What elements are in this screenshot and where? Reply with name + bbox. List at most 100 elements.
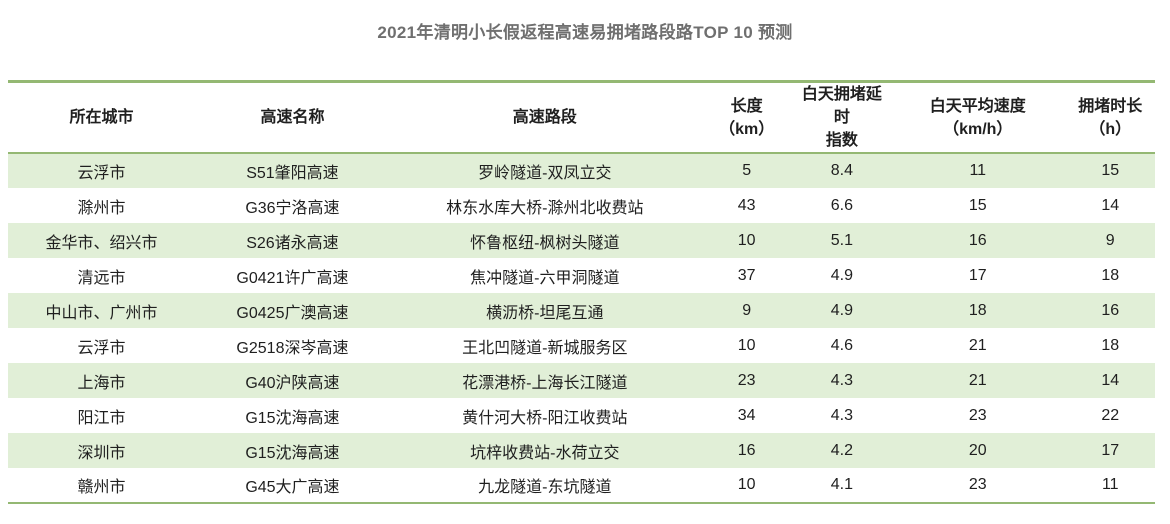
column-header-delay_index-line1: 白天拥堵延时 bbox=[801, 86, 882, 126]
cell-highway: G2518深岑高速 bbox=[194, 328, 390, 363]
cell-jam_hours: 17 bbox=[1065, 433, 1155, 468]
cell-length_km: 37 bbox=[699, 258, 794, 293]
table-row-6: 云浮市 G2518深岑高速 王北凹隧道-新城服务区 10 4.6 21 18 bbox=[8, 328, 1155, 363]
cell-highway: G0425广澳高速 bbox=[194, 293, 390, 328]
cell-delay_index: 4.9 bbox=[793, 293, 891, 328]
cell-delay_index: 4.2 bbox=[793, 433, 891, 468]
cell-city: 金华市、绍兴市 bbox=[8, 223, 195, 258]
cell-avg_speed: 15 bbox=[890, 188, 1066, 223]
cell-length_km: 10 bbox=[699, 223, 794, 258]
cell-section: 九龙隧道-东坑隧道 bbox=[389, 468, 700, 503]
column-header-jam_hours-line1: 拥堵时长 bbox=[1078, 97, 1143, 115]
congestion-table-wrap: 所在城市 高速名称 高速路段 长度 （km） 白天拥堵延时指数 白天平均速度 （km/h） 拥堵… bbox=[8, 80, 1163, 504]
cell-section: 花漂港桥-上海长江隧道 bbox=[389, 363, 700, 398]
cell-length_km: 9 bbox=[699, 293, 794, 328]
column-header-section: 高速路段 bbox=[389, 81, 700, 153]
cell-highway: G36宁洛高速 bbox=[194, 188, 390, 223]
cell-section: 罗岭隧道-双凤立交 bbox=[389, 153, 700, 188]
cell-length_km: 34 bbox=[699, 398, 794, 433]
cell-jam_hours: 18 bbox=[1065, 258, 1155, 293]
cell-city: 中山市、广州市 bbox=[8, 293, 195, 328]
column-header-delay_index-line2: 指数 bbox=[825, 132, 858, 149]
cell-jam_hours: 16 bbox=[1065, 293, 1155, 328]
table-row-10: 赣州市 G45大广高速 九龙隧道-东坑隧道 10 4.1 23 11 bbox=[8, 468, 1155, 503]
cell-delay_index: 8.4 bbox=[793, 153, 891, 188]
cell-delay_index: 4.6 bbox=[793, 328, 891, 363]
cell-delay_index: 4.9 bbox=[793, 258, 891, 293]
cell-section: 王北凹隧道-新城服务区 bbox=[389, 328, 700, 363]
cell-city: 上海市 bbox=[8, 363, 195, 398]
cell-delay_index: 4.3 bbox=[793, 398, 891, 433]
column-header-city-line1: 所在城市 bbox=[69, 109, 134, 126]
cell-jam_hours: 14 bbox=[1065, 363, 1155, 398]
cell-avg_speed: 23 bbox=[890, 398, 1066, 433]
cell-jam_hours: 14 bbox=[1065, 188, 1155, 223]
cell-avg_speed: 16 bbox=[890, 223, 1066, 258]
column-header-length_km-line1: 长度 bbox=[730, 97, 763, 115]
cell-length_km: 16 bbox=[699, 433, 794, 468]
column-header-delay_index: 白天拥堵延时 指数 bbox=[793, 81, 891, 153]
cell-section: 林东水库大桥-滁州北收费站 bbox=[389, 188, 700, 223]
cell-length_km: 23 bbox=[699, 363, 794, 398]
cell-jam_hours: 15 bbox=[1065, 153, 1155, 188]
cell-city: 云浮市 bbox=[8, 153, 195, 188]
cell-jam_hours: 11 bbox=[1065, 468, 1155, 503]
table-row-7: 上海市 G40沪陕高速 花漂港桥-上海长江隧道 23 4.3 21 14 bbox=[8, 363, 1155, 398]
cell-city: 滁州市 bbox=[8, 188, 195, 223]
column-header-section-line1: 高速路段 bbox=[512, 109, 577, 126]
cell-section: 焦冲隧道-六甲洞隧道 bbox=[389, 258, 700, 293]
cell-highway: G15沈海高速 bbox=[194, 433, 390, 468]
table-row-5: 中山市、广州市 G0425广澳高速 横沥桥-坦尾互通 9 4.9 18 16 bbox=[8, 293, 1155, 328]
column-header-avg_speed-line1: 白天平均速度 bbox=[929, 97, 1026, 115]
cell-delay_index: 6.6 bbox=[793, 188, 891, 223]
cell-avg_speed: 21 bbox=[890, 363, 1066, 398]
cell-section: 黄什河大桥-阳江收费站 bbox=[389, 398, 700, 433]
cell-jam_hours: 22 bbox=[1065, 398, 1155, 433]
cell-delay_index: 4.3 bbox=[793, 363, 891, 398]
column-header-length_km: 长度 （km） bbox=[699, 81, 794, 153]
cell-avg_speed: 11 bbox=[890, 153, 1066, 188]
table-row-3: 金华市、绍兴市 S26诸永高速 怀鲁枢纽-枫树头隧道 10 5.1 16 9 bbox=[8, 223, 1155, 258]
cell-city: 清远市 bbox=[8, 258, 195, 293]
cell-avg_speed: 20 bbox=[890, 433, 1066, 468]
cell-delay_index: 4.1 bbox=[793, 468, 891, 503]
cell-highway: G40沪陕高速 bbox=[194, 363, 390, 398]
cell-section: 坑梓收费站-水荷立交 bbox=[389, 433, 700, 468]
cell-highway: G0421许广高速 bbox=[194, 258, 390, 293]
table-row-4: 清远市 G0421许广高速 焦冲隧道-六甲洞隧道 37 4.9 17 18 bbox=[8, 258, 1155, 293]
cell-length_km: 10 bbox=[699, 328, 794, 363]
table-header-row: 所在城市 高速名称 高速路段 长度 （km） 白天拥堵延时指数 白天平均速度 （km/h） 拥堵… bbox=[8, 81, 1155, 153]
cell-highway: G45大广高速 bbox=[194, 468, 390, 503]
cell-section: 怀鲁枢纽-枫树头隧道 bbox=[389, 223, 700, 258]
column-header-jam_hours: 拥堵时长 （h） bbox=[1065, 81, 1155, 153]
column-header-city: 所在城市 bbox=[8, 81, 195, 153]
cell-city: 深圳市 bbox=[8, 433, 195, 468]
cell-length_km: 43 bbox=[699, 188, 794, 223]
table-row-9: 深圳市 G15沈海高速 坑梓收费站-水荷立交 16 4.2 20 17 bbox=[8, 433, 1155, 468]
cell-jam_hours: 18 bbox=[1065, 328, 1155, 363]
column-header-length_km-line2: （km） bbox=[719, 120, 775, 138]
cell-avg_speed: 23 bbox=[890, 468, 1066, 503]
cell-length_km: 10 bbox=[699, 468, 794, 503]
column-header-avg_speed: 白天平均速度 （km/h） bbox=[890, 81, 1066, 153]
cell-avg_speed: 18 bbox=[890, 293, 1066, 328]
column-header-highway: 高速名称 bbox=[194, 81, 390, 153]
cell-highway: S26诸永高速 bbox=[194, 223, 390, 258]
cell-city: 阳江市 bbox=[8, 398, 195, 433]
cell-length_km: 5 bbox=[699, 153, 794, 188]
cell-avg_speed: 17 bbox=[890, 258, 1066, 293]
cell-highway: S51肇阳高速 bbox=[194, 153, 390, 188]
column-header-avg_speed-line2: （km/h） bbox=[943, 120, 1013, 138]
cell-jam_hours: 9 bbox=[1065, 223, 1155, 258]
congestion-top10-table: 所在城市 高速名称 高速路段 长度 （km） 白天拥堵延时指数 白天平均速度 （km/h） 拥堵… bbox=[8, 80, 1155, 504]
cell-city: 云浮市 bbox=[8, 328, 195, 363]
column-header-highway-line1: 高速名称 bbox=[260, 109, 325, 126]
cell-section: 横沥桥-坦尾互通 bbox=[389, 293, 700, 328]
table-row-2: 滁州市 G36宁洛高速 林东水库大桥-滁州北收费站 43 6.6 15 14 bbox=[8, 188, 1155, 223]
cell-avg_speed: 21 bbox=[890, 328, 1066, 363]
table-row-8: 阳江市 G15沈海高速 黄什河大桥-阳江收费站 34 4.3 23 22 bbox=[8, 398, 1155, 433]
cell-delay_index: 5.1 bbox=[793, 223, 891, 258]
page-title: 2021年清明小长假返程高速易拥堵路段路TOP 10 预测 bbox=[377, 23, 793, 42]
cell-highway: G15沈海高速 bbox=[194, 398, 390, 433]
table-row-1: 云浮市 S51肇阳高速 罗岭隧道-双凤立交 5 8.4 11 15 bbox=[8, 153, 1155, 188]
